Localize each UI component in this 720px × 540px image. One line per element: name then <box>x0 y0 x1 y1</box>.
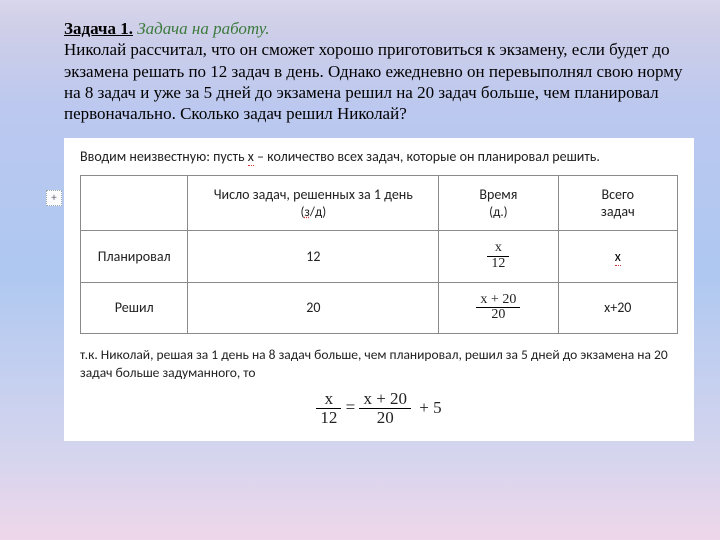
header-blank <box>81 176 188 231</box>
problem-body: Николай рассчитал, что он сможет хорошо … <box>64 40 683 123</box>
slide-page: Задача 1. Задача на работу. Николай расс… <box>0 0 720 540</box>
object-anchor-icon: + <box>46 190 62 206</box>
row-time: x 12 <box>439 231 558 282</box>
header-total-line1: Всего <box>602 186 635 203</box>
fraction: x + 20 20 <box>476 293 520 323</box>
eq-rhs-num: x + 20 <box>359 390 411 408</box>
header-rate-line1: Число задач, решенных за 1 день <box>214 186 413 203</box>
fraction-num: x + 20 <box>476 293 520 308</box>
table-row: Решил 20 x + 20 20 x+20 <box>81 282 678 333</box>
row-time: x + 20 20 <box>439 282 558 333</box>
eq-sign: = <box>346 398 360 417</box>
table-header-row: Число задач, решенных за 1 день (з/д) Вр… <box>81 176 678 231</box>
row-rate: 12 <box>188 231 439 282</box>
conclusion-text: т.к. Николай, решая за 1 день на 8 задач… <box>80 346 678 382</box>
fraction: x 12 <box>487 241 509 271</box>
header-time-line1: Время <box>479 186 517 203</box>
eq-lhs-frac: x 12 <box>316 390 341 427</box>
solution-embedded: + Вводим неизвестную: пусть x – количест… <box>64 138 694 441</box>
header-total-line2: задач <box>601 203 635 220</box>
row-name: Решил <box>81 282 188 333</box>
eq-rhs-frac: x + 20 20 <box>359 390 411 427</box>
header-time-unit: (д.) <box>489 205 507 220</box>
fraction-den: 20 <box>476 307 520 323</box>
intro-suffix: – количество всех задач, которые он план… <box>254 148 600 165</box>
problem-subtitle: Задача на работу. <box>133 19 270 38</box>
intro-prefix: Вводим неизвестную: пусть <box>80 148 248 165</box>
header-rate-unit: (з/д) <box>300 205 326 220</box>
table-row: Планировал 12 x 12 x <box>81 231 678 282</box>
header-time: Время (д.) <box>439 176 558 231</box>
header-rate-unit-d: /д <box>310 205 322 220</box>
row-total: x <box>558 231 677 282</box>
eq-lhs-num: x <box>316 390 341 408</box>
fraction-den: 12 <box>487 256 509 272</box>
eq-lhs-den: 12 <box>316 408 341 427</box>
total-var: x <box>615 248 621 266</box>
intro-line: Вводим неизвестную: пусть x – количество… <box>80 148 678 165</box>
header-rate: Число задач, решенных за 1 день (з/д) <box>188 176 439 231</box>
final-equation: x 12 = x + 20 20 + 5 <box>80 390 678 427</box>
problem-statement: Задача 1. Задача на работу. Николай расс… <box>64 18 690 124</box>
eq-tail: + 5 <box>419 398 441 417</box>
row-name: Планировал <box>81 231 188 282</box>
row-total: x+20 <box>558 282 677 333</box>
header-total: Всего задач <box>558 176 677 231</box>
work-table: Число задач, решенных за 1 день (з/д) Вр… <box>80 175 678 334</box>
eq-rhs-den: 20 <box>359 408 411 427</box>
fraction-num: x <box>487 241 509 256</box>
row-rate: 20 <box>188 282 439 333</box>
problem-label: Задача 1. <box>64 19 133 38</box>
